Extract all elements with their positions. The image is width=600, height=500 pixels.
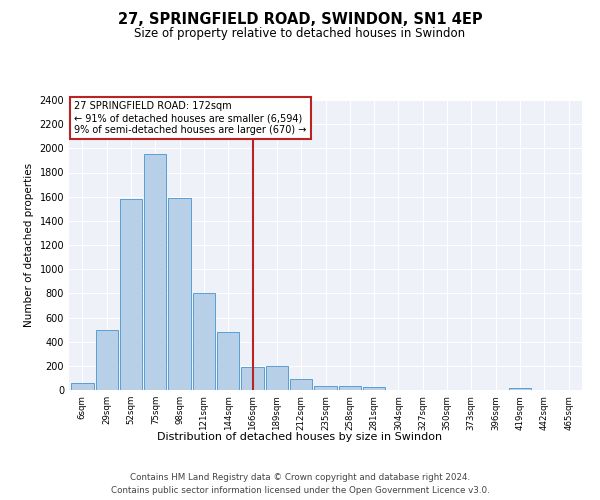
- Y-axis label: Number of detached properties: Number of detached properties: [24, 163, 34, 327]
- Bar: [314, 386, 337, 390]
- Bar: [144, 154, 166, 390]
- Bar: [71, 383, 94, 390]
- Bar: [217, 332, 239, 390]
- Bar: [120, 199, 142, 390]
- Text: Contains public sector information licensed under the Open Government Licence v3: Contains public sector information licen…: [110, 486, 490, 495]
- Bar: [509, 388, 531, 390]
- Bar: [363, 387, 385, 390]
- Text: Distribution of detached houses by size in Swindon: Distribution of detached houses by size …: [157, 432, 443, 442]
- Bar: [338, 386, 361, 390]
- Bar: [169, 198, 191, 390]
- Text: Size of property relative to detached houses in Swindon: Size of property relative to detached ho…: [134, 28, 466, 40]
- Bar: [95, 330, 118, 390]
- Bar: [266, 366, 288, 390]
- Text: 27, SPRINGFIELD ROAD, SWINDON, SN1 4EP: 27, SPRINGFIELD ROAD, SWINDON, SN1 4EP: [118, 12, 482, 28]
- Text: 27 SPRINGFIELD ROAD: 172sqm
← 91% of detached houses are smaller (6,594)
9% of s: 27 SPRINGFIELD ROAD: 172sqm ← 91% of det…: [74, 102, 307, 134]
- Bar: [193, 294, 215, 390]
- Text: Contains HM Land Registry data © Crown copyright and database right 2024.: Contains HM Land Registry data © Crown c…: [130, 472, 470, 482]
- Bar: [290, 379, 313, 390]
- Bar: [241, 367, 264, 390]
